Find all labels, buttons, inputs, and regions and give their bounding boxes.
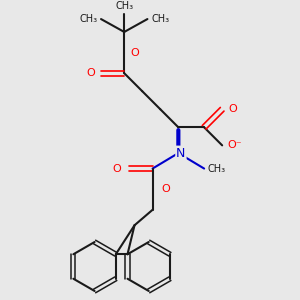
Text: O: O — [112, 164, 121, 174]
Text: N: N — [176, 147, 186, 160]
Text: O: O — [228, 104, 237, 114]
Text: O: O — [130, 48, 139, 58]
Text: O: O — [161, 184, 170, 194]
Text: O: O — [86, 68, 95, 78]
Text: CH₃: CH₃ — [208, 164, 226, 174]
Text: CH₃: CH₃ — [151, 14, 169, 24]
Text: O⁻: O⁻ — [228, 140, 242, 150]
Text: CH₃: CH₃ — [79, 14, 97, 24]
Text: CH₃: CH₃ — [115, 1, 133, 11]
